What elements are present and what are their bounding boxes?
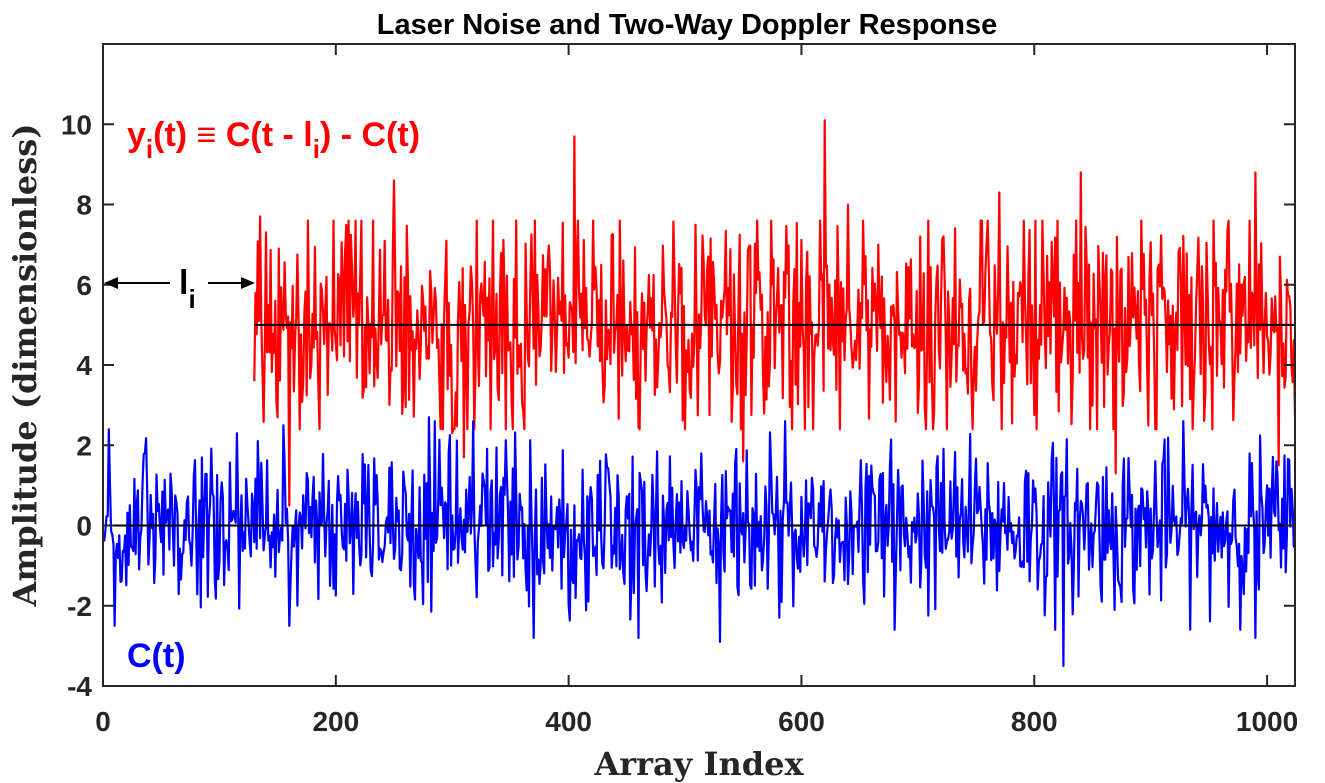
chart-title: Laser Noise and Two-Way Doppler Response (377, 9, 997, 41)
x-tick-label: 0 (95, 706, 111, 737)
delay-label-sub: i (188, 284, 195, 314)
series-line-y-i (253, 119, 1295, 507)
x-tick-label: 600 (778, 706, 825, 737)
x-tick-label: 200 (312, 706, 359, 737)
y-tick-label: -4 (67, 671, 92, 702)
series-layer (103, 119, 1295, 668)
y-tick-label: 2 (76, 430, 92, 461)
red-annotation-end: ) - C(t) (320, 116, 420, 154)
y-tick-labels: -4 -2 0 2 4 6 8 10 (61, 109, 93, 702)
y-tick-label: 0 (76, 511, 92, 542)
y-axis-label: Amplitude (dimensionless) (6, 124, 44, 608)
reference-lines (103, 323, 1295, 527)
red-annotation-mid: (t) ≡ C(t - l (153, 116, 313, 154)
x-tick-label: 800 (1011, 706, 1058, 737)
y-tick-label: 4 (76, 350, 92, 381)
x-tick-label: 1000 (1236, 706, 1298, 737)
y-tick-label: 6 (76, 270, 92, 301)
red-annotation-sub-2: i (313, 134, 320, 164)
y-tick-label: 8 (76, 190, 92, 221)
delay-label-main: l (179, 264, 188, 302)
delay-arrow-right-head (241, 277, 255, 289)
x-tick-labels: 0 200 400 600 800 1000 (95, 706, 1298, 737)
x-axis-label: Array Index (593, 745, 804, 783)
series-line-c-t (103, 416, 1295, 668)
x-tick-label: 400 (545, 706, 592, 737)
red-annotation-y: y (127, 116, 146, 154)
delay-arrow-left-head (104, 277, 118, 289)
blue-series-annotation: C(t) (127, 637, 186, 675)
ticks-layer (102, 44, 1295, 687)
delay-label: li (179, 264, 196, 314)
red-annotation-sub-1: i (146, 134, 153, 164)
y-tick-label: -2 (67, 591, 92, 622)
delay-annotation: li (104, 264, 255, 314)
y-tick-label: 10 (61, 109, 92, 140)
red-series-annotation: yi(t) ≡ C(t - li) - C(t) (127, 116, 420, 164)
